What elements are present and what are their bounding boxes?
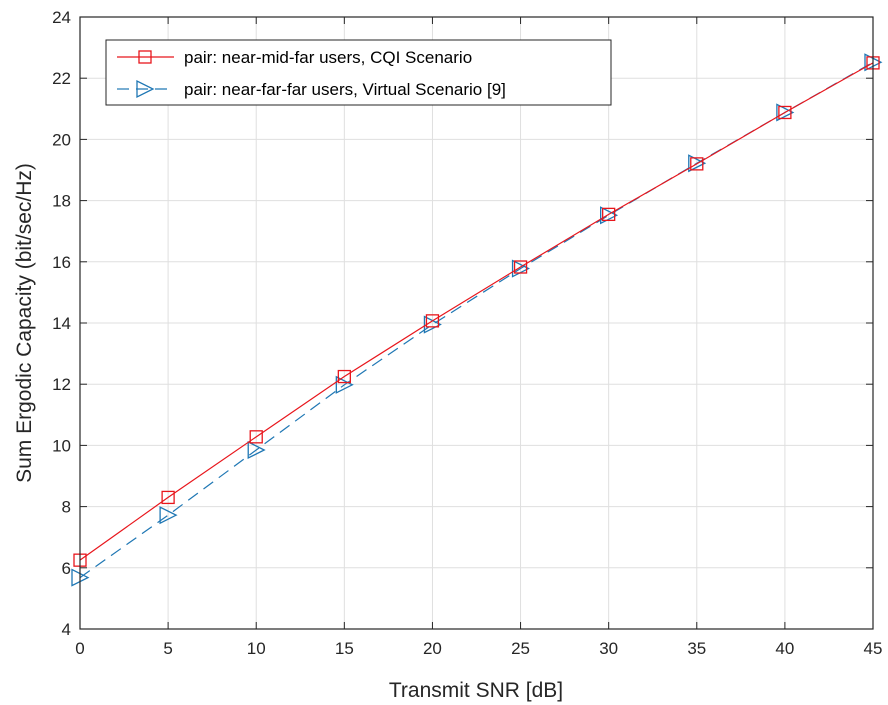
y-tick-label: 4 [62,620,71,639]
series-1-point [688,154,707,173]
y-tick-label: 12 [52,375,71,394]
legend-marker-0 [138,50,152,64]
series-0-line [79,62,874,561]
series-0-point [513,260,528,274]
x-tick-label: 35 [687,639,706,658]
series-1-point [159,506,178,525]
tick-marks [79,16,874,630]
series-0-point [425,314,440,328]
series-1-point [335,375,354,394]
series-0-point [690,157,704,171]
y-tick-label: 14 [52,314,71,333]
x-tick-label: 20 [423,639,442,658]
series-0 [73,56,880,567]
series-1-point [247,440,266,460]
series-0-point [161,490,175,505]
grid [80,17,873,629]
series-1-point [776,103,795,122]
y-axis-label: Sum Ergodic Capacity (bit/sec/Hz) [13,163,36,483]
series-1 [71,53,883,587]
series-0-point [778,105,792,120]
legend: pair: near-mid-far users, CQI Scenario pa… [105,39,612,106]
x-tick-label: 40 [775,639,794,658]
x-tick-label: 10 [247,639,266,658]
y-tick-label: 8 [62,498,71,517]
series-0-point [249,430,263,444]
legend-label-1: pair: near-far-far users, Virtual Scenar… [184,80,506,99]
legend-marker-1 [136,79,155,99]
x-tick-label: 5 [163,639,172,658]
series-1-line [79,61,874,579]
x-axis-label: Transmit SNR [dB] [389,679,563,702]
legend-label-0: pair: near-mid-far users, CQI Scenario [184,48,472,67]
x-tick-label: 25 [511,639,530,658]
y-tick-label: 18 [52,192,71,211]
y-tick-label: 10 [52,436,71,455]
series-layer [71,53,883,587]
series-0-point [602,207,616,222]
y-tick-label: 22 [52,69,71,88]
x-tick-label: 0 [75,639,84,658]
y-tick-label: 6 [62,559,71,578]
y-tick-label: 24 [52,8,71,27]
x-tick-label: 15 [335,639,354,658]
y-tick-label: 20 [52,130,71,149]
x-tick-label: 45 [864,639,883,658]
series-0-point [337,369,351,384]
tick-labels: 0 5 10 15 20 25 30 35 40 45 4 6 8 10 12 14 16 18 20 22 24 [52,8,882,658]
x-tick-label: 30 [599,639,618,658]
legend-box [105,39,612,106]
series-1-point [600,206,619,225]
y-tick-label: 16 [52,253,71,272]
